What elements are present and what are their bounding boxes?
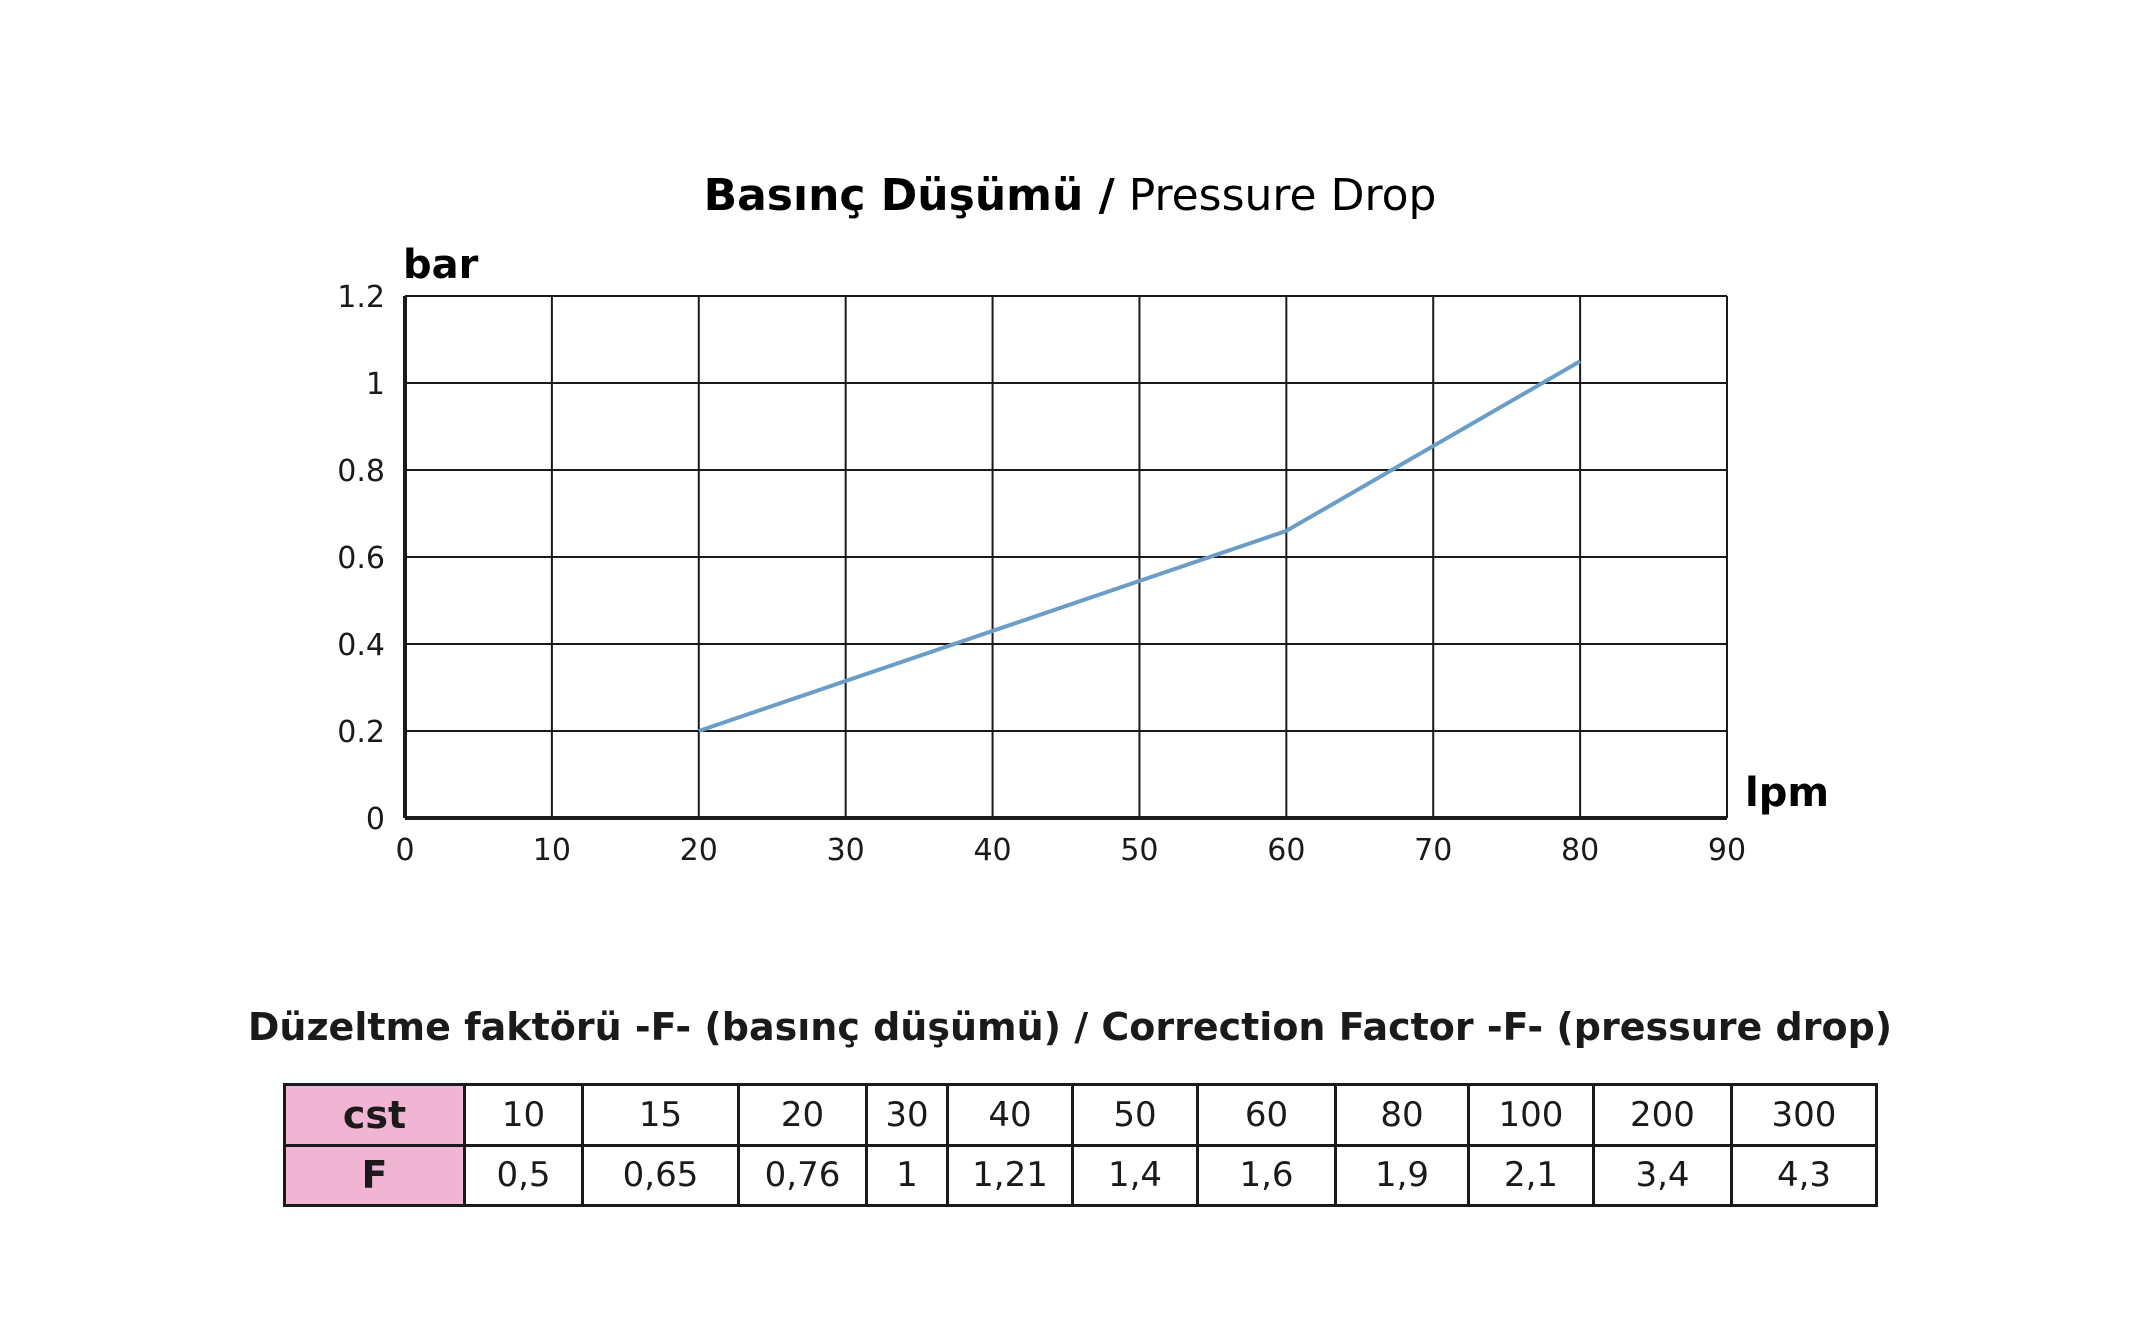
x-axis-label: lpm	[1745, 770, 1829, 816]
y-tick-label: 0.4	[337, 628, 385, 663]
x-tick-labels: 0 10 20 30 40 50 60 70 80 90	[395, 833, 1746, 868]
f-value-cell: 1,4	[1071, 1143, 1199, 1207]
cst-value-cell: 30	[865, 1083, 949, 1147]
f-row: F 0,5 0,65 0,76 1 1,21 1,4 1,6 1,9 2,1 3,4 4,3	[283, 1143, 1878, 1207]
y-tick-label: 0.2	[337, 715, 385, 750]
chart-grid	[403, 295, 1728, 820]
x-tick-label: 90	[1708, 833, 1746, 868]
cst-row: cst 10 15 20 30 40 50 60 80 100 200 300	[283, 1083, 1878, 1147]
cst-header: cst	[283, 1083, 466, 1147]
cst-value-cell: 200	[1592, 1083, 1733, 1147]
chart-title-normal: Pressure Drop	[1115, 170, 1437, 221]
chart-series	[698, 359, 1582, 733]
f-value-cell: 1	[865, 1143, 949, 1207]
x-tick-label: 20	[680, 833, 718, 868]
cst-value-cell: 100	[1467, 1083, 1595, 1147]
pressure-drop-chart: Basınç Düşümü / Pressure Drop bar lpm 0 1…	[337, 170, 1829, 868]
x-tick-label: 60	[1267, 833, 1305, 868]
y-tick-label: 1	[366, 367, 385, 402]
x-tick-label: 50	[1120, 833, 1158, 868]
chart-title-bold: Basınç Düşümü /	[704, 170, 1116, 221]
f-header: F	[283, 1143, 466, 1207]
x-tick-label: 80	[1561, 833, 1599, 868]
f-value-cell: 0,76	[737, 1143, 868, 1207]
chart-title: Basınç Düşümü / Pressure Drop	[704, 170, 1437, 221]
x-tick-label: 40	[973, 833, 1011, 868]
x-tick-label: 0	[395, 833, 414, 868]
f-value-cell: 1,6	[1196, 1143, 1337, 1207]
y-tick-label: 0	[366, 802, 385, 837]
y-tick-labels: 0 0.2 0.4 0.6 0.8 1 1.2	[337, 280, 385, 837]
f-value-cell: 2,1	[1467, 1143, 1595, 1207]
cst-value-cell: 15	[581, 1083, 740, 1147]
cst-value-cell: 300	[1730, 1083, 1878, 1147]
f-value-cell: 1,9	[1334, 1143, 1470, 1207]
cst-value-cell: 80	[1334, 1083, 1470, 1147]
y-tick-label: 0.6	[337, 541, 385, 576]
cst-value-cell: 50	[1071, 1083, 1199, 1147]
x-tick-label: 10	[533, 833, 571, 868]
f-value-cell: 0,65	[581, 1143, 740, 1207]
y-axis-label: bar	[403, 242, 479, 288]
f-value-cell: 4,3	[1730, 1143, 1878, 1207]
x-tick-label: 30	[827, 833, 865, 868]
cst-value-cell: 10	[463, 1083, 584, 1147]
f-value-cell: 0,5	[463, 1143, 584, 1207]
series-line	[698, 359, 1582, 733]
correction-factor-table: cst 10 15 20 30 40 50 60 80 100 200 300 F 0,5 0,65 0…	[283, 1083, 1878, 1207]
f-value-cell: 3,4	[1592, 1143, 1733, 1207]
x-tick-label: 70	[1414, 833, 1452, 868]
f-value-cell: 1,21	[946, 1143, 1074, 1207]
y-tick-label: 1.2	[337, 280, 385, 315]
y-tick-label: 0.8	[337, 454, 385, 489]
correction-factor-title: Düzeltme faktörü -F- (basınç düşümü) / C…	[247, 1005, 1893, 1049]
cst-value-cell: 20	[737, 1083, 868, 1147]
cst-value-cell: 40	[946, 1083, 1074, 1147]
cst-value-cell: 60	[1196, 1083, 1337, 1147]
